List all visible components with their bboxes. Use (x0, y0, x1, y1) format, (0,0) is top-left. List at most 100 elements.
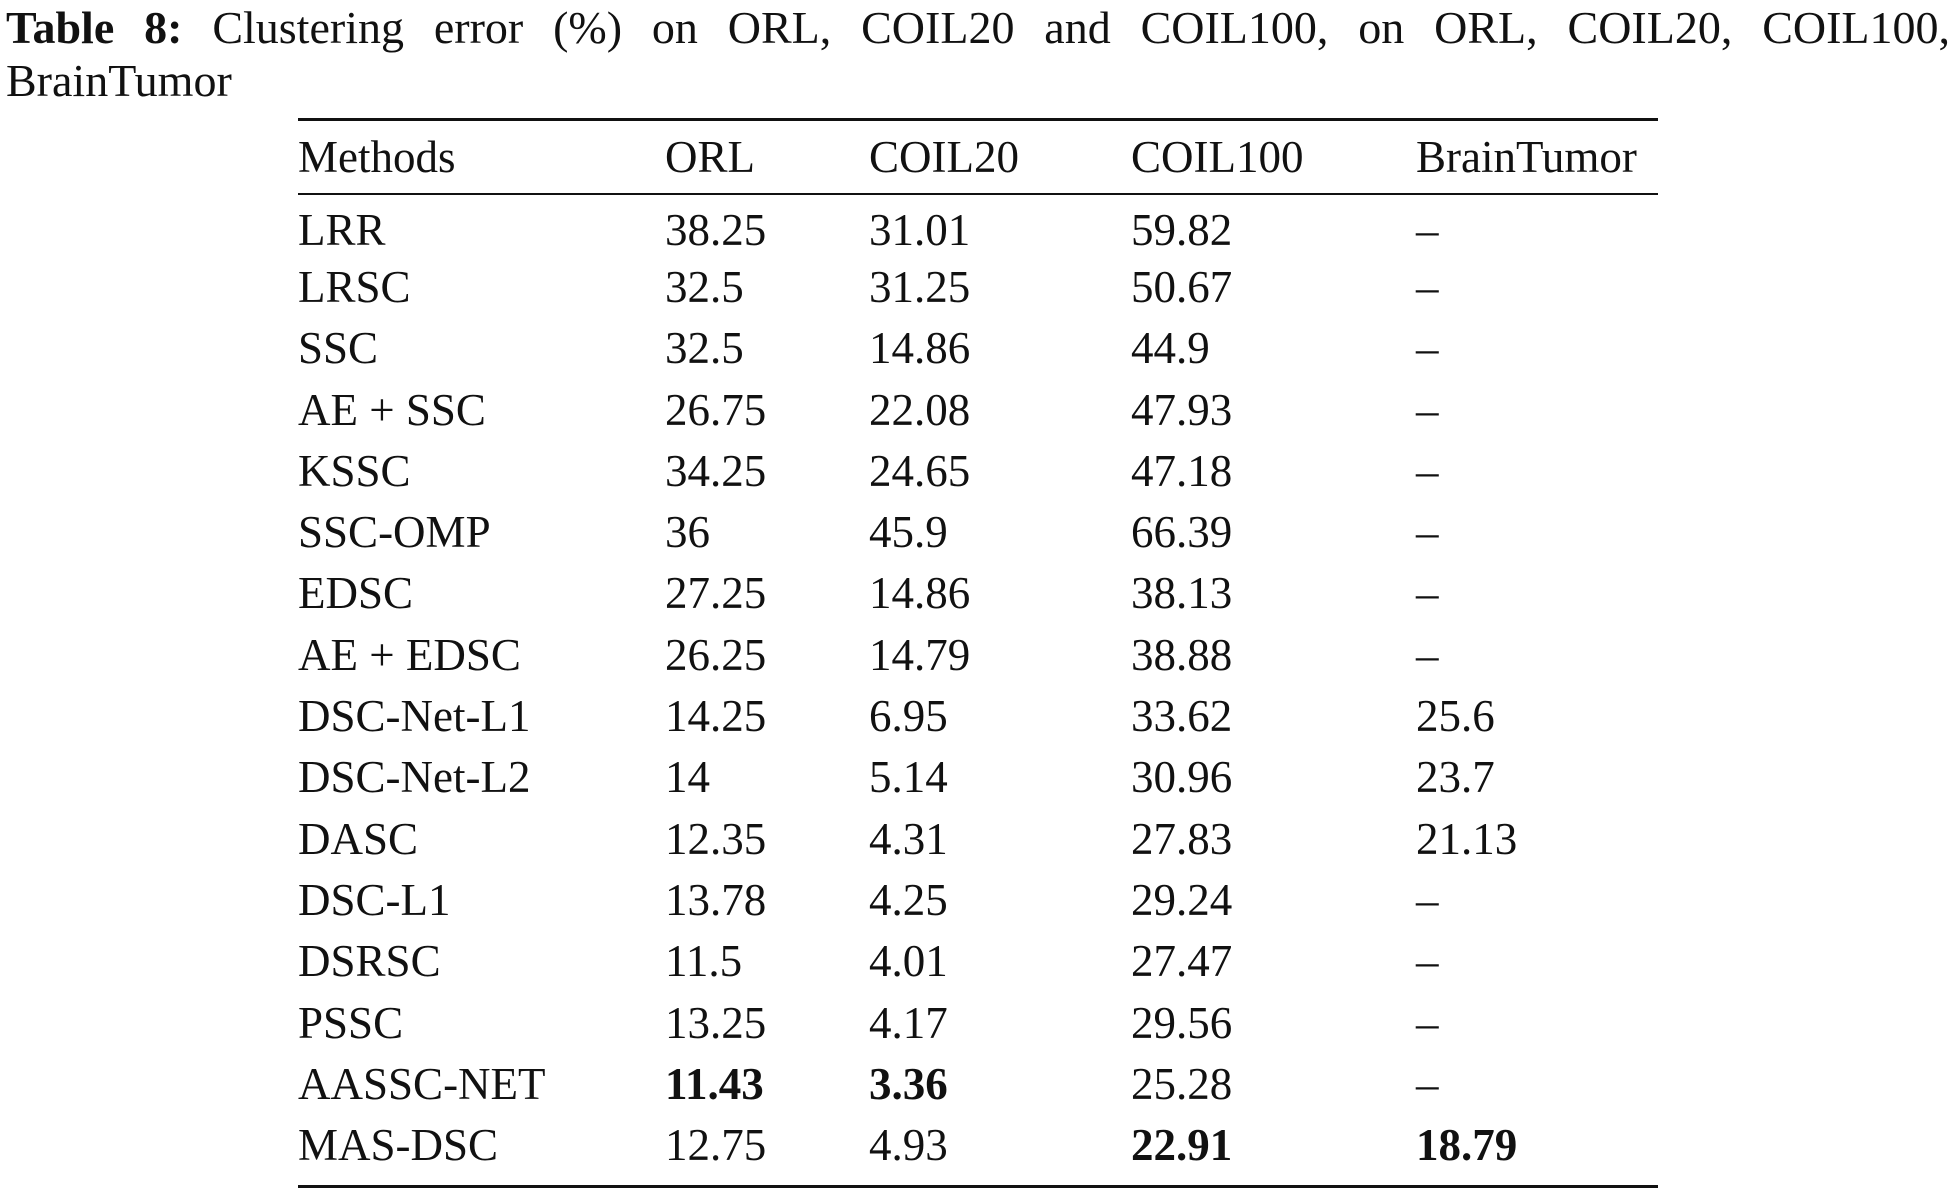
cell-braintumor: – (1416, 1058, 1439, 1109)
caption-text-line1: Clustering error (%) on ORL, COIL20 and … (212, 2, 1951, 53)
table-row: DSRSC 11.5 4.01 27.47 – (298, 931, 1658, 992)
cell-method: SSC-OMP (298, 507, 491, 558)
header-braintumor: BrainTumor (1416, 131, 1637, 182)
header-rule (298, 193, 1658, 195)
header-row: Methods ORL COIL20 COIL100 BrainTumor (298, 118, 1658, 195)
table-row: EDSC 27.25 14.86 38.13 – (298, 563, 1658, 624)
table-row: PSSC 13.25 4.17 29.56 – (298, 992, 1658, 1053)
cell-coil20: 31.25 (869, 261, 971, 312)
cell-braintumor-best: 18.79 (1416, 1120, 1518, 1171)
cell-coil100: 27.83 (1131, 813, 1233, 864)
cell-orl: 12.35 (665, 813, 767, 864)
cell-braintumor: – (1416, 323, 1439, 374)
cell-coil20: 14.86 (869, 568, 971, 619)
cell-coil100: 30.96 (1131, 752, 1233, 803)
cell-method: DSC-Net-L1 (298, 691, 531, 742)
cell-coil100: 38.13 (1131, 568, 1233, 619)
cell-orl: 11.5 (665, 936, 743, 987)
header-methods: Methods (298, 131, 456, 182)
cell-method: LRSC (298, 261, 411, 312)
caption-text-line2: BrainTumor (6, 55, 232, 106)
cell-method: DSC-Net-L2 (298, 752, 531, 803)
cell-coil100: 25.28 (1131, 1058, 1233, 1109)
cell-orl: 13.25 (665, 997, 767, 1048)
cell-method: AASSC-NET (298, 1058, 546, 1109)
cell-method: LRR (298, 204, 386, 255)
cell-braintumor: – (1416, 997, 1439, 1048)
cell-coil20: 4.31 (869, 813, 948, 864)
cell-orl: 12.75 (665, 1120, 767, 1171)
cell-braintumor: – (1416, 629, 1439, 680)
cell-method: DSC-L1 (298, 874, 451, 925)
cell-coil20: 4.17 (869, 997, 948, 1048)
table-row: SSC 32.5 14.86 44.9 – (298, 318, 1658, 379)
cell-coil20: 24.65 (869, 445, 971, 496)
cell-coil20: 14.79 (869, 629, 971, 680)
cell-braintumor: – (1416, 936, 1439, 987)
cell-orl: 14 (665, 752, 710, 803)
cell-method: DSRSC (298, 936, 441, 987)
cell-coil100-best: 22.91 (1131, 1120, 1233, 1171)
cell-orl: 32.5 (665, 323, 744, 374)
cell-method: EDSC (298, 568, 414, 619)
cell-coil100: 29.24 (1131, 874, 1233, 925)
top-rule (298, 118, 1658, 121)
header-coil20: COIL20 (869, 131, 1019, 182)
cell-orl: 38.25 (665, 204, 767, 255)
clustering-error-table: Methods ORL COIL20 COIL100 BrainTumor LR… (298, 118, 1658, 1176)
cell-coil20: 6.95 (869, 691, 948, 742)
table-row: DSC-Net-L1 14.25 6.95 33.62 25.6 (298, 685, 1658, 746)
cell-braintumor: – (1416, 507, 1439, 558)
cell-coil20: 4.01 (869, 936, 948, 987)
cell-orl: 14.25 (665, 691, 767, 742)
cell-orl: 26.25 (665, 629, 767, 680)
cell-coil20: 22.08 (869, 384, 971, 435)
cell-coil20: 14.86 (869, 323, 971, 374)
cell-coil20-best: 3.36 (869, 1058, 948, 1109)
table-row: DSC-L1 13.78 4.25 29.24 – (298, 869, 1658, 930)
cell-method: MAS-DSC (298, 1120, 499, 1171)
table-row: LRSC 32.5 31.25 50.67 – (298, 256, 1658, 317)
cell-coil100: 50.67 (1131, 261, 1233, 312)
cell-method: SSC (298, 323, 379, 374)
cell-coil20: 4.93 (869, 1120, 948, 1171)
cell-orl: 27.25 (665, 568, 767, 619)
cell-method: AE + SSC (298, 384, 486, 435)
cell-coil20: 45.9 (869, 507, 948, 558)
cell-braintumor: – (1416, 261, 1439, 312)
table-row: SSC-OMP 36 45.9 66.39 – (298, 501, 1658, 562)
cell-method: PSSC (298, 997, 404, 1048)
table-row: AE + EDSC 26.25 14.79 38.88 – (298, 624, 1658, 685)
cell-braintumor: 25.6 (1416, 691, 1495, 742)
cell-orl: 34.25 (665, 445, 767, 496)
cell-braintumor: – (1416, 568, 1439, 619)
cell-braintumor: – (1416, 874, 1439, 925)
cell-orl: 26.75 (665, 384, 767, 435)
cell-method: AE + EDSC (298, 629, 521, 680)
cell-coil20: 5.14 (869, 752, 948, 803)
cell-orl-best: 11.43 (665, 1058, 764, 1109)
table-row: AE + SSC 26.75 22.08 47.93 – (298, 379, 1658, 440)
table-row: AASSC-NET 11.43 3.36 25.28 – (298, 1053, 1658, 1114)
cell-braintumor: 21.13 (1416, 813, 1518, 864)
bottom-rule (298, 1185, 1658, 1188)
table-row: DSC-Net-L2 14 5.14 30.96 23.7 (298, 747, 1658, 808)
cell-braintumor: – (1416, 445, 1439, 496)
cell-coil100: 66.39 (1131, 507, 1233, 558)
cell-coil100: 33.62 (1131, 691, 1233, 742)
cell-coil100: 27.47 (1131, 936, 1233, 987)
header-orl: ORL (665, 131, 755, 182)
cell-orl: 36 (665, 507, 710, 558)
cell-coil100: 29.56 (1131, 997, 1233, 1048)
cell-method: DASC (298, 813, 419, 864)
table-row: DASC 12.35 4.31 27.83 21.13 (298, 808, 1658, 869)
cell-braintumor: 23.7 (1416, 752, 1495, 803)
table-caption: Table 8: Clustering error (%) on ORL, CO… (6, 0, 1954, 56)
cell-coil100: 47.93 (1131, 384, 1233, 435)
cell-coil100: 59.82 (1131, 204, 1233, 255)
cell-coil20: 31.01 (869, 204, 971, 255)
cell-coil100: 38.88 (1131, 629, 1233, 680)
cell-orl: 32.5 (665, 261, 744, 312)
cell-orl: 13.78 (665, 874, 767, 925)
cell-coil100: 44.9 (1131, 323, 1210, 374)
